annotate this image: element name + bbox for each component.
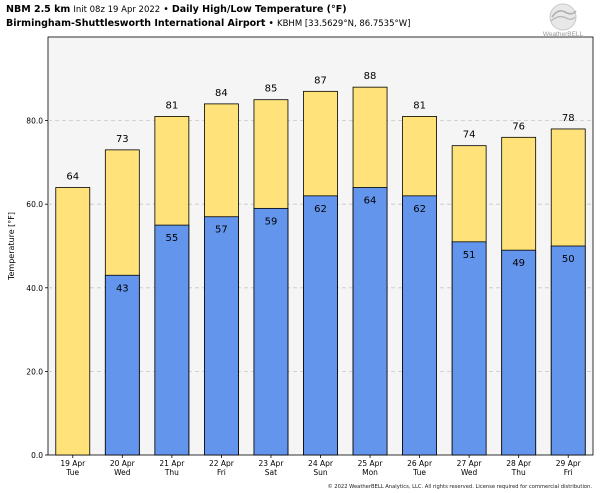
y-tick-label: 40.0 [26, 284, 43, 293]
high-temp-label: 85 [265, 84, 278, 95]
x-tick-label: 27 Apr Wed [457, 459, 483, 477]
x-tick-label: 24 Apr Sun [308, 459, 334, 477]
chart-title: Daily High/Low Temperature (°F) [171, 4, 347, 15]
x-tick-label: 20 Apr Wed [110, 459, 136, 477]
low-temp-label: 59 [265, 216, 278, 227]
x-tick-weekday: Fri [564, 468, 573, 477]
high-temp-label: 78 [562, 113, 575, 124]
low-temp-label: 50 [562, 254, 575, 265]
low-temp-label: 43 [116, 283, 129, 294]
x-tick-label: 25 Apr Mon [358, 459, 384, 477]
model-name: NBM 2.5 km [6, 4, 71, 15]
y-tick-label: 0.0 [31, 451, 43, 460]
high-temp-bar [55, 187, 91, 456]
x-tick-date: 19 Apr [60, 459, 86, 468]
x-tick-weekday: Tue [65, 468, 79, 477]
high-temp-label: 88 [364, 71, 377, 82]
high-temp-label: 84 [215, 88, 228, 99]
x-tick-date: 20 Apr [110, 459, 136, 468]
x-tick-date: 24 Apr [308, 459, 334, 468]
logo-text: WeatherBELL [543, 31, 584, 38]
x-tick-label: 21 Apr Thu [159, 459, 185, 477]
header-line-1: NBM 2.5 km Init 08z 19 Apr 2022 • Daily … [6, 4, 347, 15]
location-name: Birmingham-Shuttlesworth International A… [6, 18, 266, 29]
low-temp-bar [352, 187, 388, 456]
x-tick-weekday: Mon [362, 468, 378, 477]
high-temp-label: 81 [413, 100, 426, 111]
x-tick-date: 28 Apr [506, 459, 532, 468]
x-tick-weekday: Thu [511, 468, 526, 477]
low-temp-bar [402, 195, 437, 456]
header-line-2: Birmingham-Shuttlesworth International A… [6, 18, 411, 29]
bars [55, 86, 586, 456]
x-tick-date: 23 Apr [259, 459, 285, 468]
low-temp-bar [303, 195, 338, 456]
x-tick-weekday: Wed [114, 468, 131, 477]
weatherbell-logo: WeatherBELL [543, 3, 584, 38]
high-temp-label: 87 [314, 75, 327, 86]
copyright-notice: © 2022 WeatherBELL Analytics, LLC. All r… [327, 484, 592, 490]
x-tick-weekday: Thu [164, 468, 179, 477]
y-tick-label: 20.0 [26, 367, 43, 376]
x-tick-label: 28 Apr Thu [506, 459, 532, 477]
low-temp-label: 57 [215, 225, 228, 236]
low-temp-label: 64 [364, 195, 377, 206]
low-temp-label: 51 [463, 250, 476, 261]
y-tick-label: 80.0 [26, 117, 43, 126]
low-temp-bar [204, 216, 239, 456]
x-tick-label: 19 Apr Tue [60, 459, 86, 477]
high-temp-label: 81 [165, 100, 178, 111]
station-info: KBHM [33.5629°N, 86.7535°W] [277, 19, 411, 29]
low-temp-bar [550, 245, 586, 456]
x-tick-label: 26 Apr Tue [407, 459, 433, 477]
low-temp-bar [104, 274, 140, 456]
high-temp-label: 73 [116, 134, 129, 145]
low-temp-label: 62 [314, 204, 327, 215]
x-tick-label: 22 Apr Fri [209, 459, 235, 477]
high-temp-label: 64 [66, 171, 79, 182]
x-tick-date: 21 Apr [159, 459, 185, 468]
x-tick-weekday: Fri [217, 468, 226, 477]
init-time: Init 08z 19 Apr 2022 [73, 5, 161, 15]
low-temp-bar [451, 241, 487, 456]
high-temp-label: 76 [512, 121, 525, 132]
low-temp-label: 49 [512, 258, 525, 269]
x-tick-weekday: Sat [265, 468, 277, 477]
x-tick-label: 29 Apr Fri [556, 459, 582, 477]
x-tick-date: 26 Apr [407, 459, 433, 468]
x-tick-date: 27 Apr [457, 459, 483, 468]
low-temp-bar [253, 207, 289, 456]
y-axis-label: Temperature [°F] [7, 212, 16, 281]
x-tick-weekday: Wed [461, 468, 478, 477]
chart-header: NBM 2.5 km Init 08z 19 Apr 2022 • Daily … [6, 3, 410, 31]
low-temp-bar [154, 224, 190, 456]
low-temp-bar [501, 249, 537, 456]
low-temp-label: 55 [165, 233, 178, 244]
value-labels: 64 73 43 81 55 84 57 85 59 87 62 88 64 81 62 74 51 76 49 78… [66, 71, 574, 294]
x-tick-weekday: Sun [313, 468, 328, 477]
x-tick-date: 29 Apr [556, 459, 582, 468]
x-tick-label: 23 Apr Sat [259, 459, 285, 477]
low-temp-label: 62 [413, 204, 426, 215]
y-tick-label: 60.0 [26, 200, 43, 209]
x-tick-weekday: Tue [412, 468, 426, 477]
x-tick-date: 22 Apr [209, 459, 235, 468]
x-tick-date: 25 Apr [358, 459, 384, 468]
high-temp-label: 74 [463, 130, 476, 141]
